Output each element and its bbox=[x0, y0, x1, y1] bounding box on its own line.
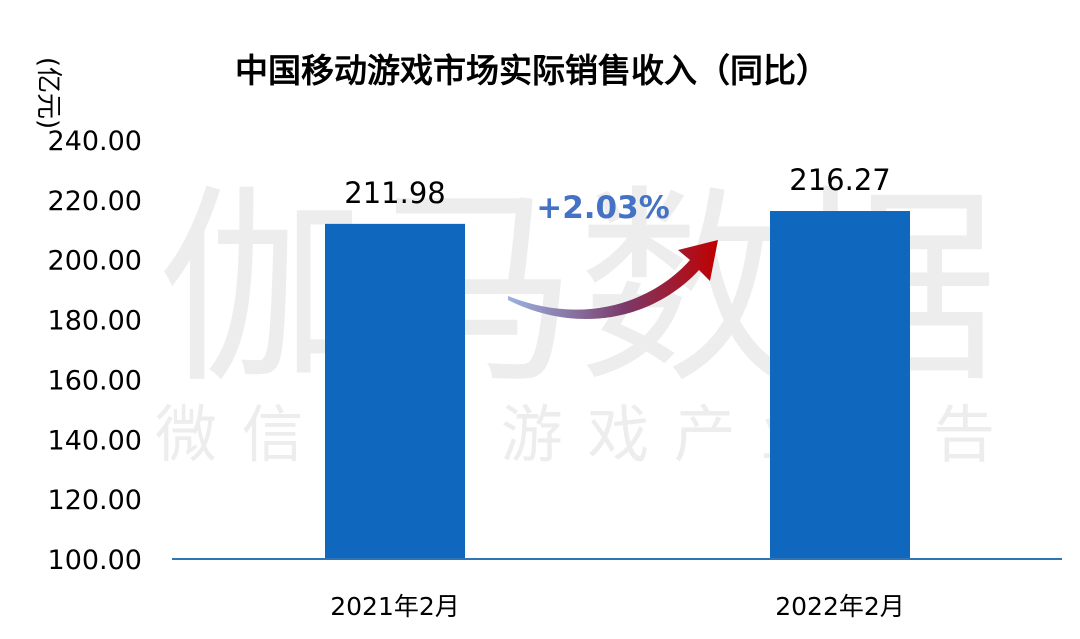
bar-value-label: 216.27 bbox=[789, 163, 890, 197]
y-tick-label: 100.00 bbox=[48, 545, 142, 576]
y-tick-label: 180.00 bbox=[48, 306, 142, 337]
y-tick-label: 240.00 bbox=[48, 126, 142, 157]
y-tick-label: 120.00 bbox=[48, 485, 142, 516]
x-axis-categories: 2021年2月 2022年2月 bbox=[330, 592, 905, 621]
value-labels: 211.98 216.27 bbox=[344, 163, 890, 210]
bar bbox=[325, 223, 465, 559]
y-tick-label: 160.00 bbox=[48, 365, 142, 396]
y-tick-label: 200.00 bbox=[48, 246, 142, 277]
x-category-label: 2022年2月 bbox=[775, 592, 905, 621]
y-tick-label: 220.00 bbox=[48, 186, 142, 217]
y-axis-label: (亿元) bbox=[33, 57, 63, 129]
bar bbox=[770, 211, 910, 559]
growth-annotation: +2.03% bbox=[508, 190, 718, 320]
y-axis-ticks: 100.00 120.00 140.00 160.00 180.00 200.00 220.… bbox=[48, 126, 142, 576]
chart-title: 中国移动游戏市场实际销售收入（同比） bbox=[235, 51, 829, 90]
x-category-label: 2021年2月 bbox=[330, 592, 460, 621]
growth-arrow bbox=[508, 240, 718, 320]
bar-value-label: 211.98 bbox=[344, 176, 445, 210]
growth-label: +2.03% bbox=[536, 190, 670, 226]
y-tick-label: 140.00 bbox=[48, 425, 142, 456]
bars bbox=[325, 211, 910, 559]
